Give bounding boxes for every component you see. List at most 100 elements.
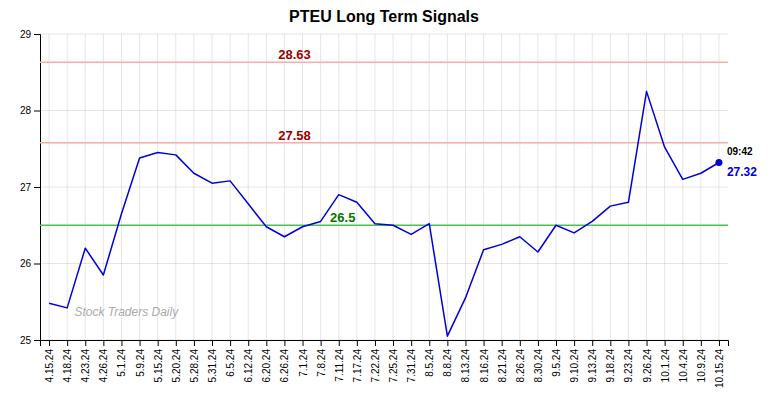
grid-line [175,34,176,340]
tick-label: 4.15.24 [44,349,55,383]
reference-label: 27.58 [278,128,311,143]
x-tick: 4.15.24 [44,340,55,382]
x-tick: 5.28.24 [189,340,200,382]
tick-label: 6.20.24 [261,349,272,383]
tick-mark [321,340,322,346]
grid-line [302,34,303,340]
tick-label: 6.5.24 [225,349,236,377]
x-tick: 7.1.24 [298,340,309,377]
x-tick: 7.11.24 [334,340,345,382]
tick-label: 8.8.24 [442,349,453,377]
tick-label: 7.31.24 [406,349,417,383]
tick-mark [176,340,177,346]
grid-line [40,110,728,111]
grid-line [193,34,194,340]
tick-mark [683,340,684,346]
x-tick: 9.26.24 [642,340,653,382]
x-tick: 7.17.24 [352,340,363,382]
grid-line [85,34,86,340]
tick-label: 7.17.24 [352,349,363,383]
grid-line [447,34,448,340]
y-tick: 28 [20,105,40,116]
tick-label: 9.26.24 [642,349,653,383]
x-tick: 9.10.24 [569,340,580,382]
grid-line [465,34,466,340]
tick-label: 7.11.24 [334,349,345,382]
x-tick: 8.26.24 [515,340,526,382]
x-tick: 6.20.24 [261,340,272,382]
grid-line [718,34,719,340]
tick-mark [339,340,340,346]
tick-label: 10.9.24 [696,349,707,383]
grid-line [429,34,430,340]
tick-label: 9.10.24 [569,349,580,383]
y-tick: 29 [20,29,40,40]
grid-line [284,34,285,340]
x-tick: 6.26.24 [279,340,290,382]
grid-line [157,34,158,340]
grid-line [374,34,375,340]
tick-mark [284,340,285,346]
axis-line [34,35,41,341]
tick-mark [140,340,141,346]
tick-mark [465,340,466,346]
x-axis: 4.15.244.18.244.23.244.26.245.1.245.9.24… [41,340,729,388]
grid-line [519,34,520,340]
grid-line [356,34,357,340]
tick-mark [158,340,159,346]
x-tick: 8.13.24 [460,340,471,382]
tick-label: 10.1.24 [660,349,671,383]
grid-line [230,34,231,340]
tick-label: 9.23.24 [623,349,634,383]
tick-mark [212,340,213,346]
plot-area [40,62,728,336]
grid-line [664,34,665,340]
grid-line [646,34,647,340]
tick-label: 5.28.24 [189,349,200,383]
price-line [49,91,719,336]
tick-label: 8.26.24 [515,349,526,383]
tick-label: 9.5.24 [551,349,562,377]
tick-label: 4.23.24 [80,349,91,383]
grid-line [248,34,249,340]
tick-mark [520,340,521,346]
tick-mark [121,340,122,346]
chart-container: 25262728294.15.244.18.244.23.244.26.245.… [0,0,784,398]
grid-line [411,34,412,340]
tick-label: 10.4.24 [678,349,689,383]
tick-mark [628,340,629,346]
x-tick: 6.12.24 [243,340,254,382]
tick-label: 7.25.24 [388,349,399,383]
x-tick: 9.23.24 [623,340,634,382]
tick-mark [67,340,68,346]
grid-line [40,187,728,188]
grid-line [393,34,394,340]
x-tick: 9.13.24 [587,340,598,382]
tick-mark [49,340,50,346]
grid-line [212,34,213,340]
x-tick: 5.9.24 [135,340,146,377]
tick-label: 8.16.24 [479,349,490,383]
grid-line [40,34,728,35]
tick-mark [34,34,40,35]
grid-line [338,34,339,340]
last-time: 09:42 [727,146,753,157]
tick-mark [34,264,40,265]
grid-line [610,34,611,340]
grid-line [501,34,502,340]
tick-mark [574,340,575,346]
tick-label: 26 [20,258,32,269]
grid-line [320,34,321,340]
tick-label: 5.9.24 [135,349,146,377]
grid-line [628,34,629,340]
tick-label: 8.5.24 [424,349,435,377]
tick-label: 9.13.24 [587,349,598,383]
x-tick: 8.21.24 [497,340,508,382]
y-axis: 2526272829 [20,29,41,346]
reference-label: 28.63 [278,47,311,62]
x-tick: 8.30.24 [533,340,544,382]
tick-mark [230,340,231,346]
x-tick: 5.15.24 [153,340,164,382]
tick-mark [502,340,503,346]
x-tick: 8.8.24 [442,340,453,377]
